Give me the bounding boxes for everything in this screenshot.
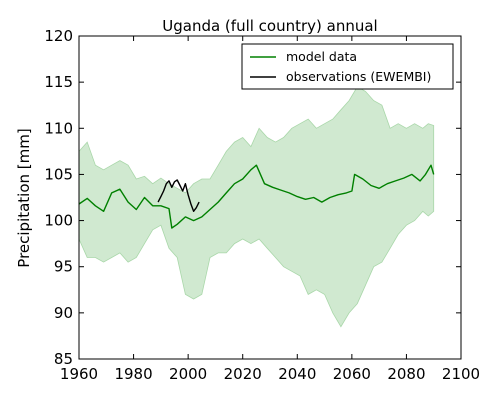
y-tick-label: 85 (54, 350, 73, 368)
series-lines (78, 164, 435, 229)
x-tick-label: 1980 (114, 365, 152, 383)
ensemble-range-band (78, 86, 435, 328)
chart-title: Uganda (full country) annual (162, 17, 377, 35)
y-tick-label: 120 (44, 27, 73, 45)
y-axis: 85 90 95 100 105 110 115 120 (44, 27, 461, 368)
y-tick-label: 110 (44, 119, 73, 137)
x-tick-label: 2060 (333, 365, 371, 383)
x-tick-label: 1960 (60, 365, 98, 383)
y-tick-label: 100 (44, 212, 73, 230)
legend-label-model-data: model data (286, 49, 357, 64)
legend-box (241, 43, 454, 90)
y-tick-label: 95 (54, 258, 73, 276)
series-line-model-data (78, 164, 435, 229)
x-tick-label: 2020 (224, 365, 262, 383)
x-tick-label: 2000 (169, 365, 207, 383)
legend: model data observations (EWEMBI) (241, 43, 454, 90)
x-axis: 1960 1980 2000 2020 2040 2060 2080 2100 (60, 36, 480, 383)
x-tick-label: 2040 (278, 365, 316, 383)
y-tick-label: 115 (44, 73, 73, 91)
band-area (78, 86, 435, 328)
y-tick-label: 90 (54, 304, 73, 322)
y-axis-label: Precipitation [mm] (15, 128, 33, 267)
legend-label-observations: observations (EWEMBI) (286, 69, 431, 84)
series-line-observations (157, 179, 200, 213)
x-tick-label: 2080 (387, 365, 425, 383)
x-tick-label: 2100 (442, 365, 480, 383)
y-tick-label: 105 (44, 165, 73, 183)
plot-area-frame (78, 35, 462, 360)
